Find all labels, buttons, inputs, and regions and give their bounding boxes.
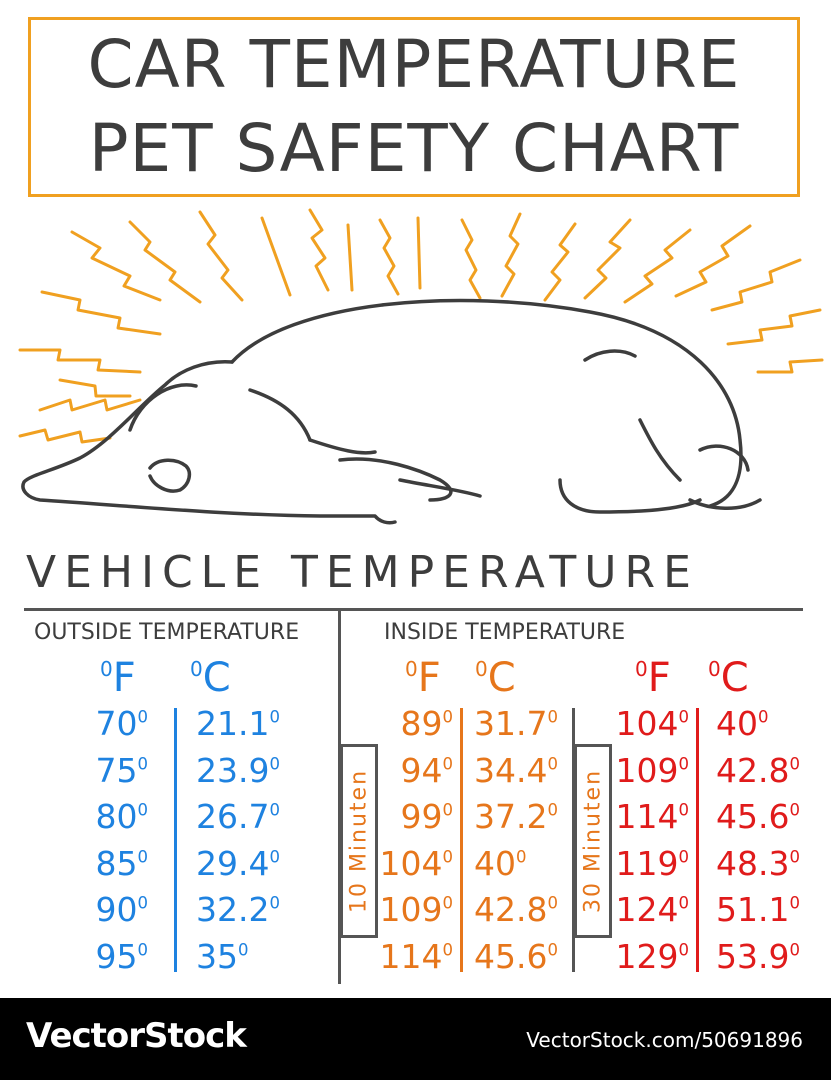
outside-celsius-value: 23.90 [196,750,280,790]
inside-10-f-unit: 0F [405,655,441,701]
inside-30-celsius-value: 51.10 [716,890,800,929]
inside-30-c-unit: 0C [708,655,749,701]
outside-celsius-value: 21.10 [196,704,280,743]
outside-celsius-value: 350 [196,936,249,976]
inside-10-c-unit: 0C [475,655,516,701]
inside-10-fahrenheit-value: 1140 [379,936,454,976]
title-frame: CAR TEMPERATURE PET SAFETY CHART [28,17,800,197]
dog-outline [21,298,762,525]
inside-30-fahrenheit-value: 1290 [615,936,690,976]
inside-period-divider [572,708,575,972]
section-heading: VEHICLE TEMPERATURE [26,547,699,598]
section-divider [24,608,803,611]
outside-celsius-value: 29.40 [196,843,280,883]
inside-30-f-unit: 0F [635,655,671,701]
outside-fahrenheit-value: 800 [95,797,149,836]
inside-30-fahrenheit-value: 1090 [615,750,690,790]
inside-10-column-rule [460,708,463,972]
outside-fahrenheit-value: 700 [95,704,149,743]
inside-10-celsius-value: 45.60 [474,936,558,976]
sleeping-dog-illustration [18,208,824,525]
inside-30-fahrenheit-value: 1140 [615,797,690,836]
inside-10-fahrenheit-value: 940 [400,750,454,790]
outside-temperature-label: OUTSIDE TEMPERATURE [34,620,300,645]
inside-10-celsius-value: 31.70 [474,704,558,743]
inside-10-celsius-value: 400 [474,843,527,883]
outside-inside-divider [338,610,341,984]
watermark-footer: VectorStock VectorStock.com/50691896 [0,998,831,1080]
inside-10-celsius-value: 37.20 [474,797,558,836]
footer-url: VectorStock.com/50691896 [526,1028,803,1052]
inside-30-celsius-value: 48.30 [716,843,800,883]
inside-30-celsius-value: 53.90 [716,936,800,976]
inside-10-fahrenheit-value: 1090 [379,890,454,929]
outside-f-unit: 0F [100,655,136,701]
inside-10-celsius-value: 34.40 [474,750,558,790]
inside-30-fahrenheit-value: 1240 [615,890,690,929]
badge-30-minutes: 30 Minuten [574,744,612,938]
outside-fahrenheit-value: 950 [95,936,149,976]
outside-fahrenheit-value: 850 [95,843,149,883]
inside-10-fahrenheit-value: 890 [400,704,454,743]
inside-30-celsius-value: 400 [716,704,769,743]
inside-temperature-label: INSIDE TEMPERATURE [384,620,626,645]
heat-rays [18,208,824,444]
outside-celsius-value: 26.70 [196,797,280,836]
badge-10-minutes: 10 Minuten [340,744,378,938]
outside-column-rule [174,708,177,972]
outside-fahrenheit-value: 900 [95,890,149,929]
inside-30-celsius-value: 45.60 [716,797,800,836]
inside-10-fahrenheit-value: 990 [400,797,454,836]
footer-brand: VectorStock [26,1016,247,1056]
inside-30-fahrenheit-value: 1190 [615,843,690,883]
inside-30-fahrenheit-value: 1040 [615,704,690,743]
inside-10-celsius-value: 42.80 [474,890,558,929]
title-line-2: PET SAFETY CHART [88,110,740,187]
title-line-1: CAR TEMPERATURE [87,26,741,103]
inside-10-fahrenheit-value: 1040 [379,843,454,883]
outside-celsius-value: 32.20 [196,890,280,929]
outside-fahrenheit-value: 750 [95,750,149,790]
outside-c-unit: 0C [190,655,231,701]
inside-30-celsius-value: 42.80 [716,750,800,790]
inside-30-column-rule [696,708,699,972]
